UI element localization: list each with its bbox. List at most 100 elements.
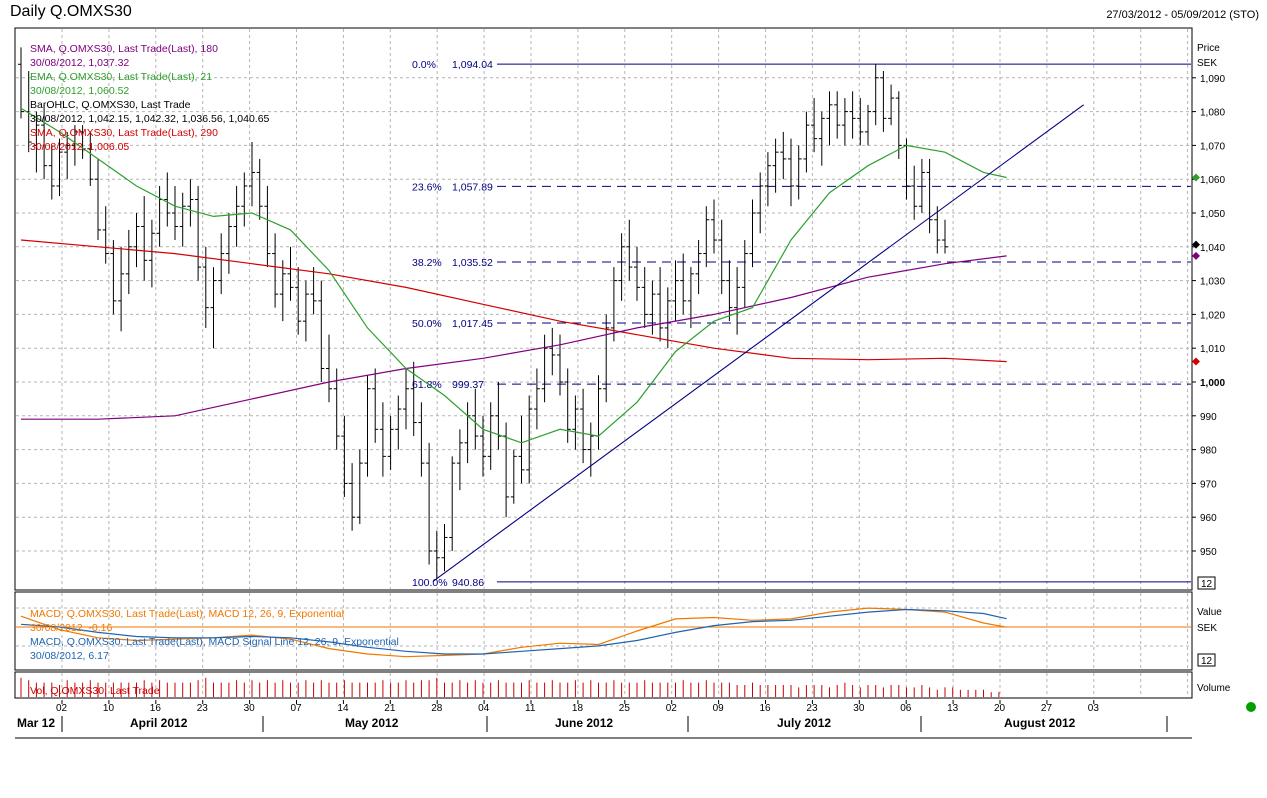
macd-legend-name: MACD, Q.OMXS30, Last Trade(Last), MACD 1… xyxy=(30,608,344,620)
price-legend: SMA, Q.OMXS30, Last Trade(Last), 180 30/0… xyxy=(30,43,270,153)
price-tick-label: 1,050 xyxy=(1200,209,1225,220)
price-tick-label: 1,070 xyxy=(1200,141,1225,152)
chart-title: Daily Q.OMXS30 xyxy=(10,3,132,20)
fib-level-value: 1,057.89 xyxy=(452,181,493,193)
price-legend-value: 30/08/2012, 1,060.52 xyxy=(30,85,129,97)
price-tick-label: 950 xyxy=(1200,547,1217,558)
day-tick-label: 20 xyxy=(994,703,1006,714)
time-axis: 02 10 16 23 30 07 14 21 28 04 11 18 25 02 09 16 23 30 06 13… xyxy=(17,700,1168,732)
day-tick-label: 28 xyxy=(431,703,443,714)
price-tick-label: 1,030 xyxy=(1200,277,1225,288)
price-tick-label: 1,040 xyxy=(1200,243,1225,254)
month-label: Mar 12 xyxy=(17,716,55,730)
date-range: 27/03/2012 - 05/09/2012 (STO) xyxy=(1106,9,1259,21)
price-legend-value: 30/08/2012, 1,006.05 xyxy=(30,141,129,153)
day-tick-label: 11 xyxy=(525,703,536,714)
day-tick-label: 14 xyxy=(337,703,349,714)
day-tick-label: 02 xyxy=(56,703,68,714)
price-legend-name: SMA, Q.OMXS30, Last Trade(Last), 290 xyxy=(30,127,218,139)
macd-legend-value: 30/08/2012, 6.17 xyxy=(30,650,109,662)
day-tick-label: 30 xyxy=(244,703,256,714)
macd-panel: Value SEK MACD, Q.OMXS30, Last Trade(Las… xyxy=(16,607,1222,662)
day-tick-label: 02 xyxy=(666,703,678,714)
volume-panel-frame xyxy=(14,671,1193,699)
fib-level-value: 999.37 xyxy=(452,379,484,391)
price-tick-label: 1,010 xyxy=(1200,344,1225,355)
volume-axis-title: Volume xyxy=(1197,683,1231,694)
fib-level-percent: 50.0% xyxy=(412,318,442,330)
volume-legend: Vol, Q.OMXS30, Last Trade xyxy=(30,685,160,697)
fib-level-value: 1,094.04 xyxy=(452,59,493,71)
fib-level-value: 940.86 xyxy=(452,577,484,589)
fib-level-percent: 0.0% xyxy=(412,59,436,71)
price-axis-unit: SEK xyxy=(1197,58,1217,69)
fib-level-percent: 61.8% xyxy=(412,379,442,391)
macd-axis-title: Value xyxy=(1197,607,1222,618)
price-tick-label: 1,020 xyxy=(1200,310,1225,321)
price-tick-label: 1,060 xyxy=(1200,175,1225,186)
macd-legend-name: MACD, Q.OMXS30, Last Trade(Last), MACD S… xyxy=(30,636,399,648)
price-tick-label: 1,000 xyxy=(1200,378,1225,389)
macd-panel-frame xyxy=(14,591,1193,671)
price-legend-name: BarOHLC, Q.OMXS30, Last Trade xyxy=(30,99,191,111)
fib-level-percent: 23.6% xyxy=(412,181,442,193)
day-tick-label: 21 xyxy=(384,703,396,714)
trend-line xyxy=(432,104,1084,582)
status-indicator-icon xyxy=(1246,702,1256,712)
macd-scale-badge: 12 xyxy=(1201,656,1213,667)
sma180-last-marker xyxy=(1192,251,1200,260)
day-tick-label: 06 xyxy=(900,703,912,714)
month-label: May 2012 xyxy=(345,716,399,730)
day-tick-label: 30 xyxy=(853,703,865,714)
fibonacci-levels: 0.0% 1,094.04 23.6% 1,057.89 38.2% 1,035.52 50… xyxy=(412,59,1191,589)
macd-line xyxy=(20,607,1007,658)
fib-level-percent: 38.2% xyxy=(412,257,442,269)
price-panel-frame xyxy=(14,27,1193,591)
ema21-last-marker xyxy=(1192,173,1200,182)
volume-panel: Volume Vol, Q.OMXS30, Last Trade xyxy=(20,677,1231,697)
price-axis-title: Price xyxy=(1197,43,1220,54)
price-scale-badge: 12 xyxy=(1201,579,1213,590)
price-tick-label: 960 xyxy=(1200,513,1217,524)
month-label: August 2012 xyxy=(1004,716,1076,730)
price-scale-badge-box[interactable] xyxy=(1197,576,1216,590)
indicator-lines xyxy=(20,104,1084,582)
macd-axis-unit: SEK xyxy=(1197,623,1217,634)
price-tick-label: 980 xyxy=(1200,446,1217,457)
day-tick-label: 13 xyxy=(947,703,959,714)
fib-level-value: 1,035.52 xyxy=(452,257,493,269)
day-tick-label: 09 xyxy=(713,703,725,714)
day-tick-label: 16 xyxy=(760,703,772,714)
day-tick-label: 07 xyxy=(291,703,303,714)
sma290-line xyxy=(20,239,1007,363)
day-tick-label: 23 xyxy=(197,703,209,714)
price-tick-label: 990 xyxy=(1200,412,1217,423)
scale-badges: 12 12 xyxy=(1197,576,1216,667)
sma290-last-marker xyxy=(1192,357,1200,366)
day-tick-label: 03 xyxy=(1088,703,1100,714)
day-tick-label: 10 xyxy=(103,703,115,714)
month-label: April 2012 xyxy=(130,716,188,730)
price-legend-value: 30/08/2012, 1,037.32 xyxy=(30,57,129,69)
fib-level-percent: 100.0% xyxy=(412,577,448,589)
month-label: June 2012 xyxy=(555,716,613,730)
price-legend-name: EMA, Q.OMXS30, Last Trade(Last), 21 xyxy=(30,71,212,83)
day-tick-label: 04 xyxy=(478,703,490,714)
macd-signal-line xyxy=(20,608,1007,655)
day-tick-label: 18 xyxy=(572,703,584,714)
day-tick-label: 16 xyxy=(150,703,162,714)
price-tick-label: 970 xyxy=(1200,479,1217,490)
price-axis: Price SEK 950 960 970 980 990 1,000 1,010 1,020… xyxy=(1192,43,1225,558)
ema21-line xyxy=(20,107,1007,444)
macd-legend-value: 30/08/2012, -0.16 xyxy=(30,622,112,634)
price-tick-label: 1,080 xyxy=(1200,108,1225,119)
price-legend-value: 30/08/2012, 1,042.15, 1,042.32, 1,036.56… xyxy=(30,113,270,125)
price-tick-label: 1,090 xyxy=(1200,74,1225,85)
month-label: July 2012 xyxy=(777,716,831,730)
sma180-line xyxy=(21,255,1007,420)
day-tick-label: 25 xyxy=(619,703,631,714)
macd-scale-badge-box[interactable] xyxy=(1197,653,1216,667)
fib-level-value: 1,017.45 xyxy=(452,318,493,330)
